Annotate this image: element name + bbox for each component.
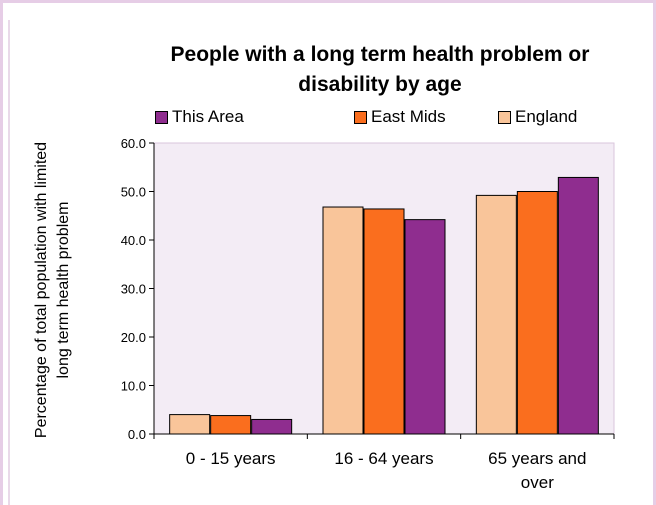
chart-title: People with a long term health problem o… [120,40,640,100]
y-tick-label: 40.0 [121,233,146,248]
x-category-label-line: 65 years and [488,449,586,468]
bar-this-area-16-64-years [404,219,446,435]
legend-item-this-area: This Area [155,107,244,127]
x-category-label-line: over [521,473,554,492]
x-category-label: 65 years and over [488,449,586,492]
x-category-label-line: 0 - 15 years [186,449,276,468]
y-tick-label: 20.0 [121,330,146,345]
legend-item-east-mids: East Mids [354,107,446,127]
legend-swatch-east-mids [354,110,367,124]
x-category-label: 16 - 64 years [334,449,433,468]
y-tick-label: 30.0 [121,282,146,297]
legend-swatch-england [498,110,511,124]
legend-label-this-area: This Area [172,107,244,126]
bar-this-area-65-years-and-over [557,176,599,435]
y-tick-label: 10.0 [121,379,146,394]
y-tick-label: 0.0 [128,427,146,442]
x-category-label-line: 16 - 64 years [334,449,433,468]
bar-england-65-years-and-over [475,194,517,435]
legend-label-east-mids: East Mids [371,107,446,126]
legend-label-england: England [515,107,578,126]
x-category-label: 0 - 15 years [186,449,276,468]
legend-swatch-this-area [155,110,168,124]
bar-east-mids-16-64-years [363,208,405,435]
bar-england-0-15-years [169,414,211,435]
legend-item-england: England [498,107,577,127]
y-tick-label: 50.0 [121,185,146,200]
bar-england-16-64-years [322,206,364,435]
chart-title-line-1: People with a long term health problem o… [170,43,590,66]
chart-title-line-2: disability by age [298,73,462,96]
frame-inner-rule [8,20,10,505]
bar-east-mids-0-15-years [210,415,252,435]
y-tick-label: 60.0 [121,136,146,151]
bar-east-mids-65-years-and-over [516,191,558,435]
bar-this-area-0-15-years [251,418,293,435]
